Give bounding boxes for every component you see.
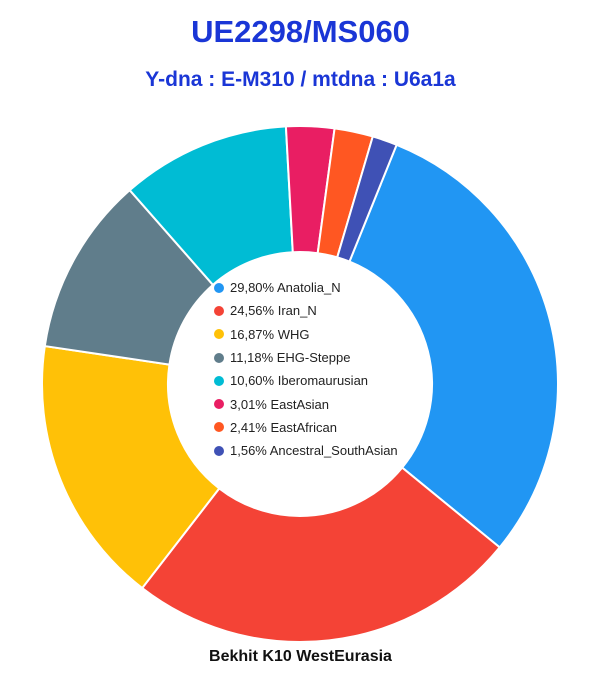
legend-item-4[interactable]: 10,60% Iberomaurusian xyxy=(214,369,444,392)
donut-slice-7[interactable] xyxy=(335,135,398,263)
legend-label: 24,56% Iran_N xyxy=(230,303,317,319)
chart-subtitle: Y-dna : E-M310 / mtdna : U6a1a xyxy=(145,68,456,91)
legend-item-7[interactable]: 1,56% Ancestral_SouthAsian xyxy=(214,439,444,462)
donut-slice-1[interactable] xyxy=(140,466,502,643)
legend-dot-icon xyxy=(214,282,224,293)
legend-item-3[interactable]: 11,18% EHG-Steppe xyxy=(214,346,444,369)
legend-dot-icon xyxy=(214,445,224,456)
legend-label: 10,60% Iberomaurusian xyxy=(230,373,369,389)
legend-dot-icon xyxy=(214,399,224,410)
legend-item-2[interactable]: 16,87% WHG xyxy=(214,323,444,346)
chart-caption: Bekhit K10 WestEurasia xyxy=(209,648,392,665)
legend-label: 29,80% Anatolia_N xyxy=(230,280,341,296)
legend-label: 16,87% WHG xyxy=(230,326,310,342)
chart-legend: 29,80% Anatolia_N 24,56% Iran_N 16,87% WHG… xyxy=(214,276,444,462)
donut-slice-2[interactable] xyxy=(41,344,221,590)
legend-item-1[interactable]: 24,56% Iran_N xyxy=(214,299,444,322)
legend-item-0[interactable]: 29,80% Anatolia_N xyxy=(214,276,444,299)
legend-label: 3,01% EastAsian xyxy=(230,396,330,412)
legend-dot-icon xyxy=(214,329,224,340)
legend-dot-icon xyxy=(214,422,224,433)
donut-slice-0[interactable] xyxy=(348,143,559,549)
legend-dot-icon xyxy=(214,352,224,363)
legend-item-5[interactable]: 3,01% EastAsian xyxy=(214,392,444,415)
legend-dot-icon xyxy=(214,305,224,316)
legend-label: 1,56% Ancestral_SouthAsian xyxy=(230,443,398,459)
legend-label: 2,41% EastAfrican xyxy=(230,419,337,435)
legend-label: 11,18% EHG-Steppe xyxy=(230,350,351,366)
legend-item-6[interactable]: 2,41% EastAfrican xyxy=(214,416,444,439)
legend-dot-icon xyxy=(214,375,224,386)
chart-title: UE2298/MS060 xyxy=(191,14,410,49)
